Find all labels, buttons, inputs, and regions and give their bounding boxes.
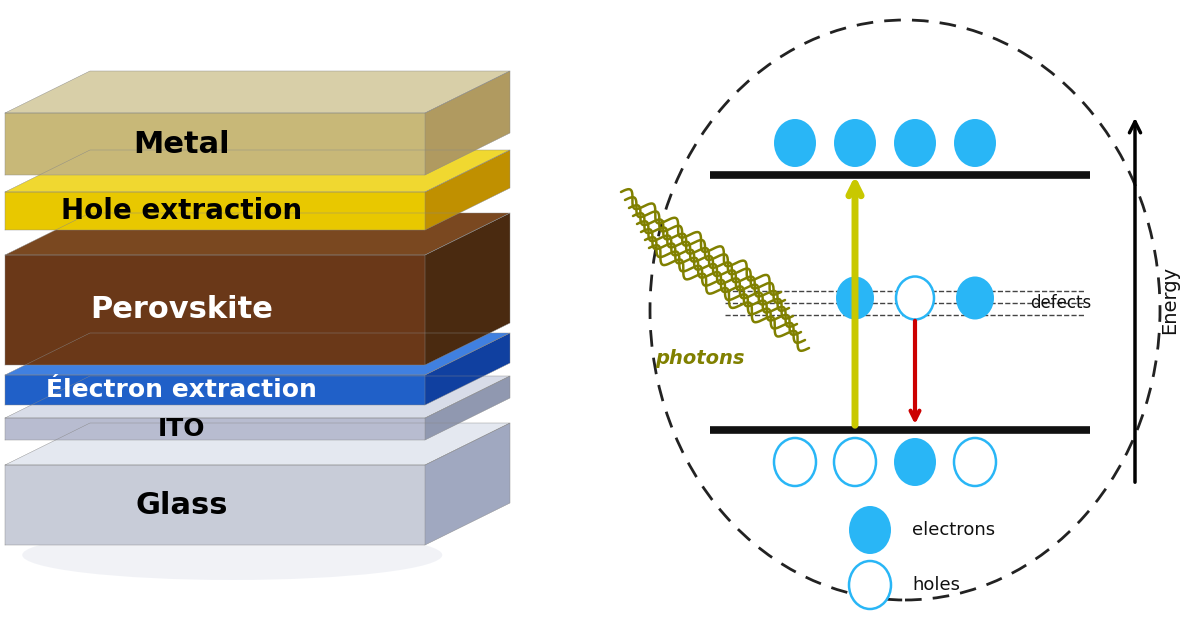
Ellipse shape: [836, 277, 874, 319]
Ellipse shape: [23, 530, 443, 580]
Polygon shape: [425, 376, 510, 440]
Text: electrons: electrons: [912, 521, 995, 539]
Polygon shape: [5, 465, 425, 545]
Polygon shape: [5, 213, 510, 255]
Ellipse shape: [894, 119, 936, 167]
Polygon shape: [5, 423, 510, 465]
Ellipse shape: [774, 438, 816, 486]
Polygon shape: [5, 150, 510, 192]
Ellipse shape: [954, 438, 996, 486]
Text: ITO: ITO: [157, 417, 205, 441]
Ellipse shape: [848, 506, 890, 554]
Text: Électron extraction: Électron extraction: [46, 378, 317, 402]
Ellipse shape: [834, 119, 876, 167]
Ellipse shape: [848, 561, 890, 609]
Text: Energy: Energy: [1160, 266, 1180, 334]
Text: photons: photons: [655, 348, 745, 367]
Polygon shape: [5, 375, 425, 405]
Polygon shape: [5, 376, 510, 418]
Polygon shape: [425, 213, 510, 365]
Text: Perovskite: Perovskite: [90, 295, 272, 324]
Text: Glass: Glass: [136, 491, 228, 520]
Polygon shape: [5, 333, 510, 375]
Polygon shape: [5, 192, 425, 230]
Polygon shape: [425, 423, 510, 545]
Text: defects: defects: [1030, 294, 1091, 312]
Polygon shape: [5, 71, 510, 113]
Polygon shape: [5, 113, 425, 175]
Polygon shape: [425, 333, 510, 405]
Ellipse shape: [894, 438, 936, 486]
Ellipse shape: [834, 438, 876, 486]
Ellipse shape: [774, 119, 816, 167]
Text: holes: holes: [912, 576, 960, 594]
Ellipse shape: [954, 119, 996, 167]
Ellipse shape: [896, 277, 934, 319]
Polygon shape: [5, 418, 425, 440]
Polygon shape: [425, 71, 510, 175]
Text: Metal: Metal: [133, 130, 229, 159]
Polygon shape: [5, 255, 425, 365]
Polygon shape: [425, 150, 510, 230]
Text: Hole extraction: Hole extraction: [61, 197, 302, 225]
Ellipse shape: [956, 277, 994, 319]
